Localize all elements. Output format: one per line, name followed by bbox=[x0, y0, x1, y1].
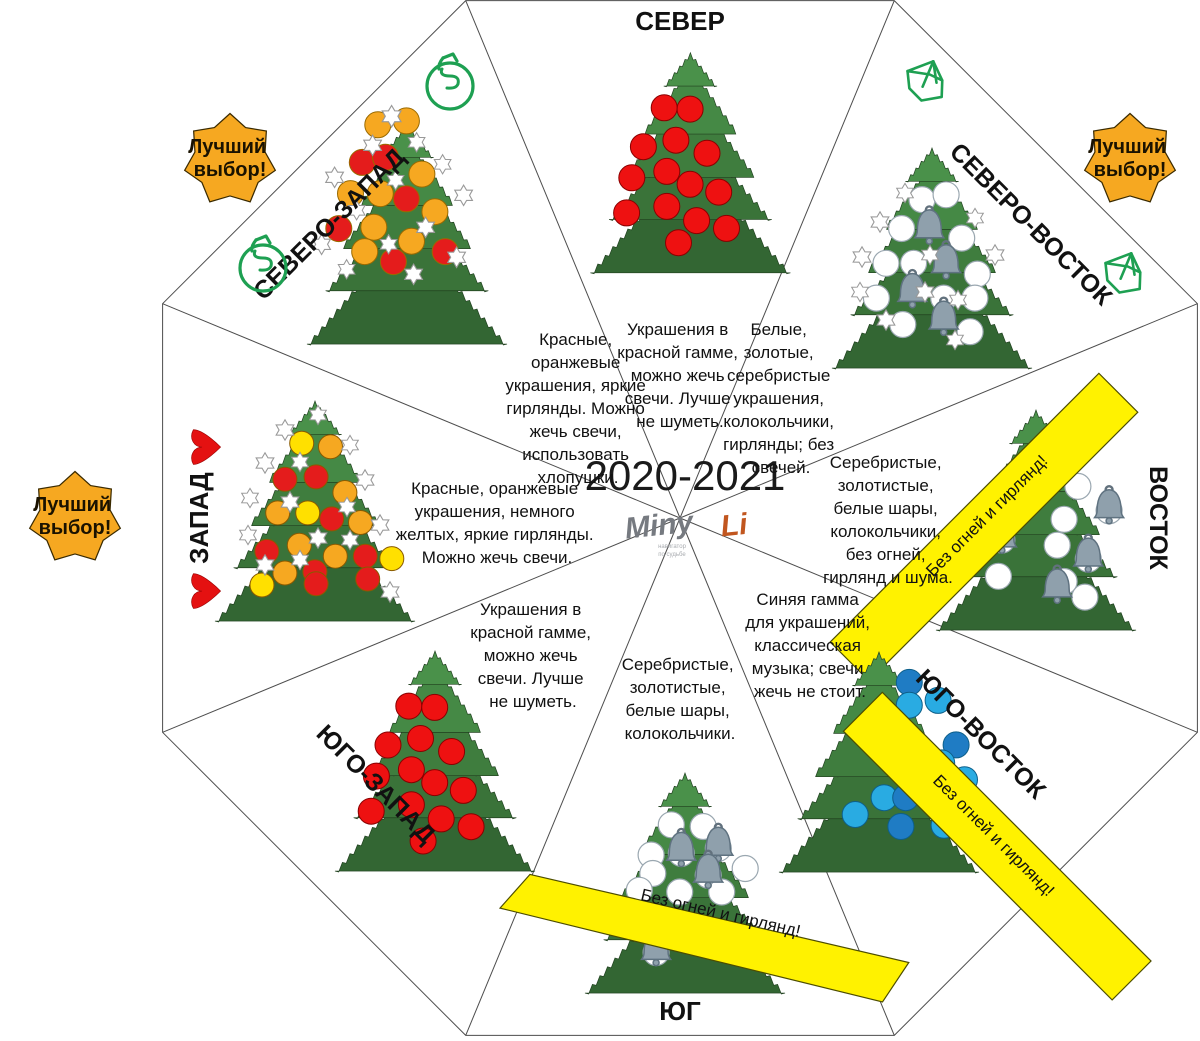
svg-text:Li: Li bbox=[719, 508, 750, 544]
svg-text:Лучший выбор!: Лучший выбор! bbox=[33, 494, 117, 539]
svg-text:навигатор: навигатор bbox=[658, 544, 686, 550]
svg-text:Лучший выбор!: Лучший выбор! bbox=[1088, 136, 1172, 181]
svg-text:СЕВЕР: СЕВЕР bbox=[635, 6, 725, 36]
svg-text:ЗАПАД: ЗАПАД bbox=[184, 472, 214, 564]
svg-text:ЮГ: ЮГ bbox=[659, 996, 701, 1026]
svg-text:Синяя гамма для украшени: Синяя гамма для украшений, классическая … bbox=[745, 590, 875, 701]
svg-text:по судьбе: по судьбе bbox=[658, 552, 686, 558]
svg-text:ВОСТОК: ВОСТОК bbox=[1144, 466, 1172, 570]
svg-text:Лучший выбор!: Лучший выбор! bbox=[188, 136, 272, 181]
